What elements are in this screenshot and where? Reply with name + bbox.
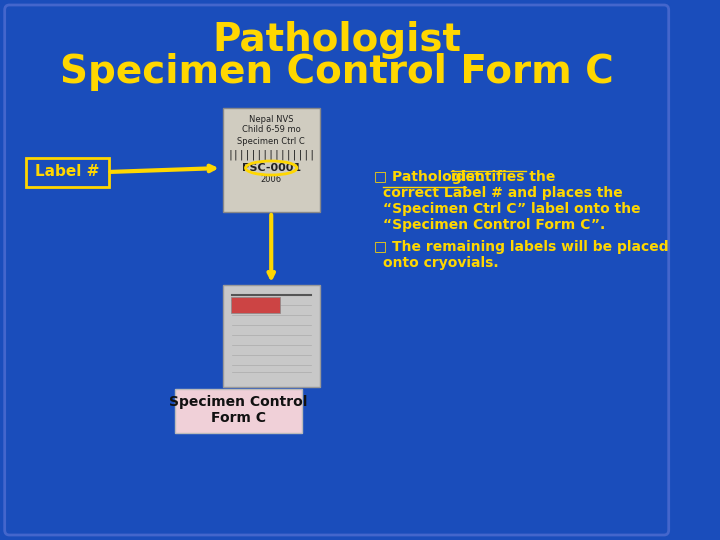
Text: Label #: Label # (35, 165, 99, 179)
Text: FSC-0001: FSC-0001 (242, 163, 301, 173)
Text: Nepal NVS: Nepal NVS (249, 116, 294, 125)
Text: correct Label # and places the: correct Label # and places the (384, 186, 624, 200)
Text: Child 6-59 mo: Child 6-59 mo (242, 125, 300, 134)
Text: 2006: 2006 (261, 176, 282, 185)
FancyBboxPatch shape (222, 285, 320, 387)
FancyBboxPatch shape (26, 158, 109, 187)
Text: Pathologist: Pathologist (212, 21, 462, 59)
FancyBboxPatch shape (175, 389, 302, 433)
Text: Specimen Control
Form C: Specimen Control Form C (169, 395, 307, 425)
Text: □ The remaining labels will be placed: □ The remaining labels will be placed (374, 240, 669, 254)
Text: onto cryovials.: onto cryovials. (384, 256, 499, 270)
Text: |||||||||||||||: ||||||||||||||| (227, 150, 315, 160)
Text: Specimen Ctrl C: Specimen Ctrl C (238, 138, 305, 146)
Text: Specimen Control Form C: Specimen Control Form C (60, 53, 613, 91)
FancyBboxPatch shape (4, 5, 669, 535)
Text: “Specimen Control Form C”.: “Specimen Control Form C”. (384, 218, 606, 232)
FancyBboxPatch shape (222, 108, 320, 212)
FancyBboxPatch shape (231, 297, 279, 313)
Text: “Specimen Ctrl C” label onto the: “Specimen Ctrl C” label onto the (384, 202, 641, 216)
Text: □ Pathologist: □ Pathologist (374, 170, 486, 184)
Text: identifies the: identifies the (451, 170, 555, 184)
